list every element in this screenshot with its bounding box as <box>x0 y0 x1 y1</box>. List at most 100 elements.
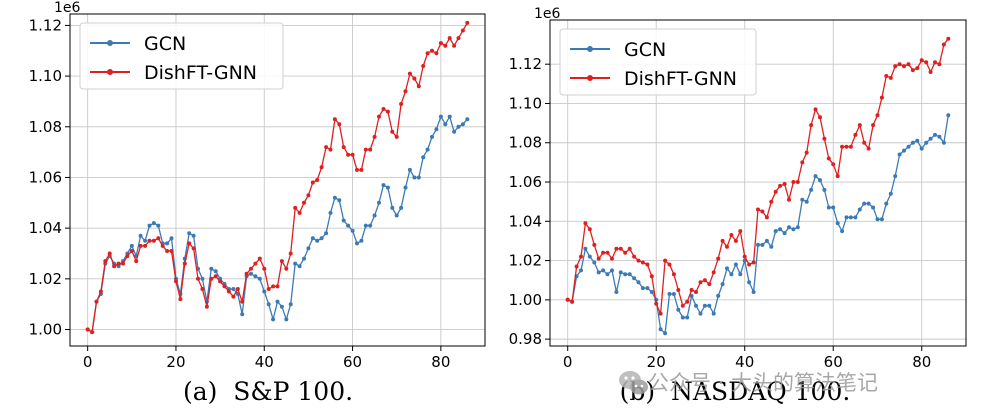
data-point-gcn <box>390 205 395 210</box>
data-point-gcn <box>332 195 337 200</box>
ticks-nasdaq100: 0 20 40 60 80 0.98 1.00 1.02 1.04 1.06 1.08 1.10 1.1… <box>509 55 932 371</box>
data-point-gcn <box>266 302 271 307</box>
data-point-gcn <box>257 276 262 281</box>
data-point-gcn <box>460 122 465 127</box>
data-point-gcn <box>778 227 783 232</box>
data-point-dishft <box>253 261 258 266</box>
data-point-dishft <box>720 238 725 243</box>
data-point-dishft <box>390 129 395 134</box>
x-tick-label: 0 <box>83 353 93 371</box>
data-point-gcn <box>363 223 368 228</box>
data-point-dishft <box>98 289 103 294</box>
plot-frame-sp100 <box>69 13 486 347</box>
data-point-gcn <box>760 242 765 247</box>
data-point-dishft <box>844 144 849 149</box>
series-nasdaq100 <box>565 36 951 336</box>
data-point-gcn <box>835 221 840 226</box>
caption-sp100: (a) S&P 100. <box>183 377 353 406</box>
data-point-gcn <box>897 152 902 157</box>
data-point-dishft <box>760 209 765 214</box>
data-point-gcn <box>284 317 289 322</box>
y-tick-label: 1.00 <box>509 291 542 309</box>
data-point-dishft <box>271 284 276 289</box>
data-point-dishft <box>434 51 439 56</box>
data-point-dishft <box>596 256 601 261</box>
data-point-dishft <box>707 282 712 287</box>
legend-entry-gcn-nasdaq100: GCN <box>570 39 666 61</box>
data-point-dishft <box>809 123 814 128</box>
legend-marker-dishft <box>107 69 113 75</box>
data-point-gcn <box>297 264 302 269</box>
data-point-gcn <box>302 256 306 261</box>
data-point-gcn <box>804 199 809 204</box>
data-point-gcn <box>583 246 588 251</box>
legend-label-gcn: GCN <box>144 33 186 55</box>
data-point-gcn <box>795 225 800 230</box>
data-point-dishft <box>465 20 470 25</box>
data-point-gcn <box>315 238 320 243</box>
data-point-dishft <box>337 122 342 127</box>
panel-nasdaq100: 0 20 40 60 80 0.98 1.00 1.02 1.04 1.06 1.08 1.10 1.1… <box>509 6 967 406</box>
data-point-dishft <box>222 284 227 289</box>
data-point-dishft <box>848 144 853 149</box>
data-point-dishft <box>906 62 911 67</box>
data-point-gcn <box>156 223 161 228</box>
data-point-dishft <box>928 70 933 74</box>
data-point-gcn <box>809 187 814 192</box>
data-point-gcn <box>848 215 853 220</box>
data-point-dishft <box>879 95 884 100</box>
data-point-dishft <box>394 134 399 139</box>
data-point-gcn <box>456 124 461 129</box>
data-point-dishft <box>297 210 302 215</box>
data-point-gcn <box>377 200 381 205</box>
y-tick-label: 1.04 <box>509 212 542 230</box>
data-point-gcn <box>385 185 390 190</box>
data-point-dishft <box>169 249 174 253</box>
data-point-dishft <box>90 330 95 335</box>
data-point-dishft <box>857 123 862 128</box>
data-point-gcn <box>147 223 152 228</box>
data-point-gcn <box>465 117 470 122</box>
ticks-sp100: 0 20 40 60 80 1.00 1.02 1.04 1.06 1.08 1.10 1.12 <box>29 16 451 371</box>
data-point-dishft <box>853 132 858 137</box>
data-point-dishft <box>862 140 867 145</box>
data-point-dishft <box>756 207 760 212</box>
data-point-dishft <box>125 254 130 258</box>
data-point-dishft <box>204 304 209 309</box>
data-point-gcn <box>941 140 946 145</box>
data-point-gcn <box>844 215 849 220</box>
data-point-gcn <box>587 254 592 259</box>
data-point-dishft <box>826 156 831 161</box>
data-point-dishft <box>310 180 315 185</box>
data-point-dishft <box>773 189 778 194</box>
data-point-gcn <box>756 242 760 247</box>
data-point-gcn <box>680 315 685 320</box>
data-point-dishft <box>769 199 774 204</box>
data-point-dishft <box>601 250 606 255</box>
data-point-gcn <box>319 236 324 241</box>
data-point-gcn <box>337 198 342 203</box>
data-point-dishft <box>324 145 329 150</box>
data-point-gcn <box>399 205 404 210</box>
data-point-dishft <box>579 254 583 259</box>
data-point-gcn <box>910 140 915 145</box>
data-point-dishft <box>822 136 827 141</box>
data-point-gcn <box>791 227 796 232</box>
data-point-dishft <box>350 152 355 157</box>
data-point-dishft <box>804 150 809 155</box>
y-tick-label: 1.00 <box>29 321 62 339</box>
data-point-gcn <box>800 197 805 202</box>
legend-box-sp100 <box>79 22 284 90</box>
data-point-dishft <box>187 241 192 246</box>
data-point-dishft <box>570 299 575 304</box>
data-point-dishft <box>226 289 231 294</box>
data-point-gcn <box>434 127 439 132</box>
data-point-dishft <box>315 178 320 182</box>
data-point-dishft <box>592 242 597 247</box>
data-point-gcn <box>151 221 156 226</box>
data-point-gcn <box>169 236 174 241</box>
watermark-text: 公众号 · 大头的算法笔记 <box>648 371 878 395</box>
data-point-dishft <box>355 167 359 172</box>
data-point-gcn <box>421 155 426 160</box>
data-point-gcn <box>328 210 333 215</box>
